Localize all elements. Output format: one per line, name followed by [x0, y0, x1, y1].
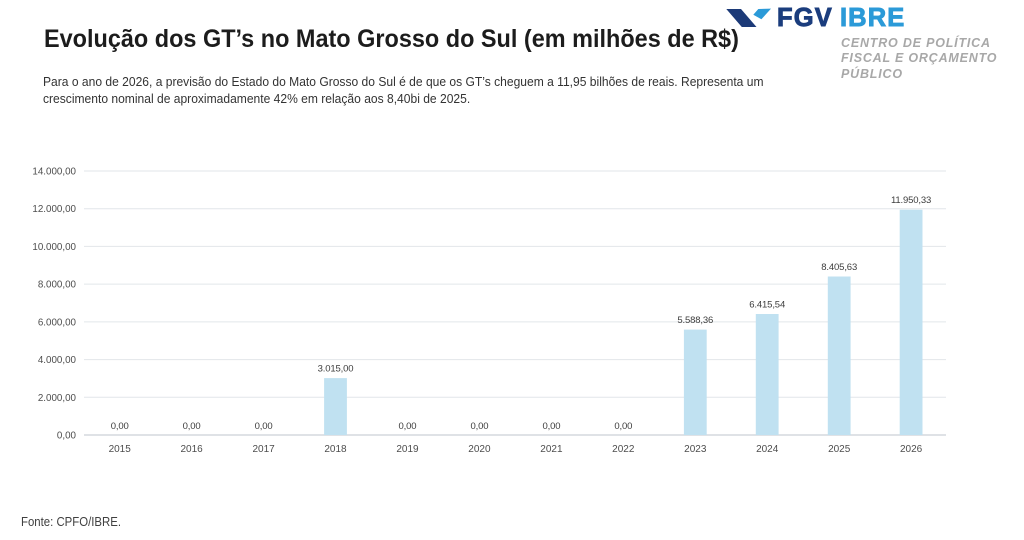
svg-text:0,00: 0,00: [255, 421, 273, 432]
svg-text:14.000,00: 14.000,00: [32, 167, 76, 178]
svg-text:2020: 2020: [468, 444, 491, 455]
svg-text:2026: 2026: [900, 444, 923, 455]
svg-text:2023: 2023: [684, 444, 707, 455]
svg-text:8.405,63: 8.405,63: [821, 262, 857, 273]
svg-text:2015: 2015: [109, 444, 132, 455]
svg-text:0,00: 0,00: [614, 421, 632, 432]
svg-text:10.000,00: 10.000,00: [32, 242, 76, 253]
svg-text:0,00: 0,00: [183, 421, 201, 432]
svg-text:6.000,00: 6.000,00: [38, 317, 77, 328]
svg-text:0,00: 0,00: [542, 421, 560, 432]
svg-text:8.000,00: 8.000,00: [38, 280, 77, 291]
svg-text:0,00: 0,00: [57, 431, 77, 442]
svg-text:2019: 2019: [396, 444, 419, 455]
svg-text:11.950,33: 11.950,33: [891, 195, 931, 206]
svg-text:2018: 2018: [324, 444, 347, 455]
svg-text:6.415,54: 6.415,54: [749, 300, 785, 311]
svg-text:2.000,00: 2.000,00: [38, 393, 77, 404]
svg-text:0,00: 0,00: [470, 421, 488, 432]
svg-text:0,00: 0,00: [399, 421, 417, 432]
svg-text:2021: 2021: [540, 444, 563, 455]
svg-text:2022: 2022: [612, 444, 635, 455]
svg-text:4.000,00: 4.000,00: [38, 355, 77, 366]
svg-text:2025: 2025: [828, 444, 851, 455]
svg-text:2017: 2017: [252, 444, 275, 455]
svg-text:0,00: 0,00: [111, 421, 129, 432]
svg-text:12.000,00: 12.000,00: [32, 204, 76, 215]
svg-text:5.588,36: 5.588,36: [677, 315, 713, 326]
svg-text:3.015,00: 3.015,00: [318, 364, 354, 375]
svg-text:2016: 2016: [180, 444, 203, 455]
svg-text:2024: 2024: [756, 444, 779, 455]
